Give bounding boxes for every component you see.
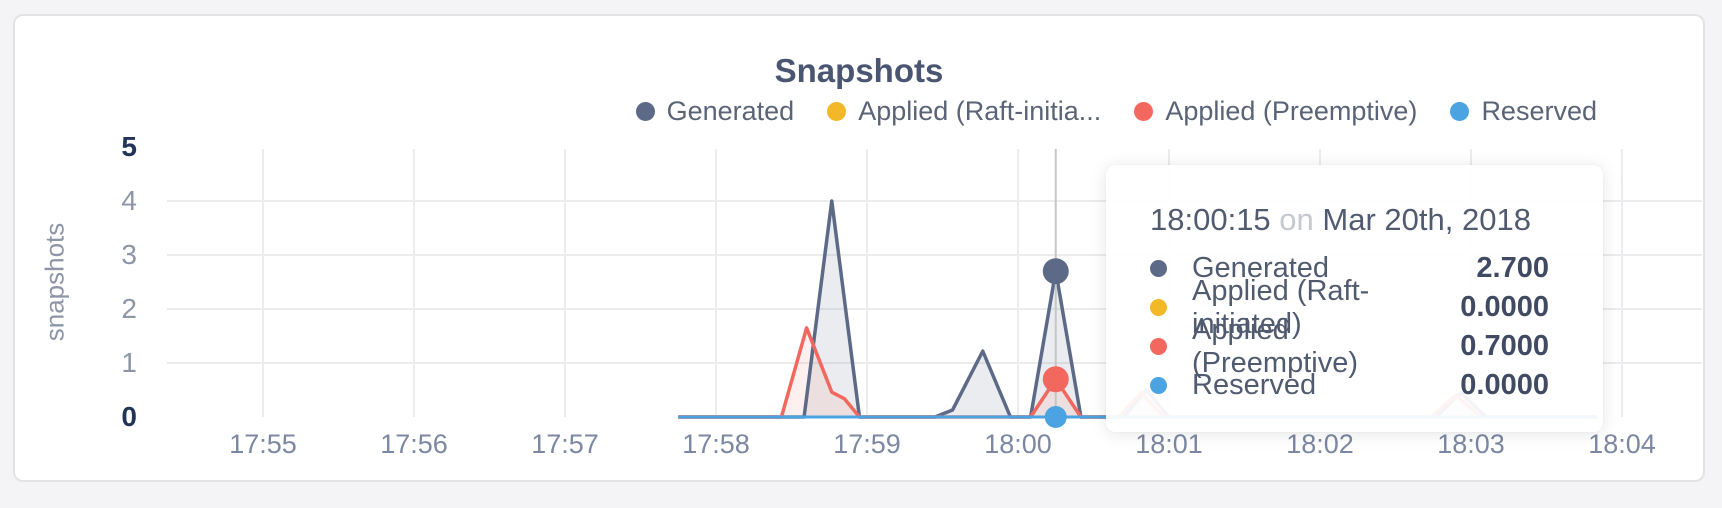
tooltip-row: Generated 2.700	[1150, 249, 1549, 288]
tooltip-on-word: on	[1279, 202, 1314, 237]
legend-dot-icon	[827, 102, 847, 121]
hover-dot-applied-preemptive-	[1042, 366, 1069, 393]
tooltip-series-label: Reserved	[1192, 369, 1317, 401]
y-tick-label: 2	[121, 293, 137, 324]
y-tick-label: 5	[121, 131, 137, 162]
tooltip-series-label: Applied (Raft-initiated)	[1192, 274, 1370, 340]
legend-label: Applied (Raft-initia...	[858, 96, 1102, 126]
hover-dot-reserved	[1044, 406, 1067, 428]
legend: Generated Applied (Raft-initia... Applied …	[635, 96, 1597, 127]
legend-item[interactable]: Applied (Raft-initia...	[827, 96, 1101, 127]
x-tick-label: 18:02	[1286, 429, 1354, 459]
legend-item[interactable]: Reserved	[1450, 96, 1597, 127]
chart-card: Snapshots Generated Applied (Raft-initia.…	[13, 14, 1705, 482]
tooltip-series-dot-icon	[1150, 377, 1167, 394]
tooltip-title: 18:00:15 on Mar 20th, 2018	[1150, 201, 1549, 239]
legend-label: Generated	[666, 96, 795, 126]
y-tick-label: 3	[121, 239, 137, 270]
tooltip-series-value: 0.0000	[1460, 369, 1549, 401]
y-tick-label: 0	[121, 401, 137, 432]
tooltip-series-dot-icon	[1150, 299, 1167, 316]
hover-dot-generated	[1042, 258, 1069, 285]
tooltip-date: Mar 20th, 2018	[1322, 202, 1531, 237]
tooltip-row: Applied (Preemptive) 0.7000	[1150, 314, 1549, 379]
legend-item[interactable]: Generated	[635, 96, 795, 127]
tooltip-series-dot-icon	[1150, 260, 1167, 277]
legend-dot-icon	[635, 102, 655, 121]
tooltip-row: Applied (Raft-initiated) 0.0000	[1150, 275, 1549, 340]
tooltip-series-dot-icon	[1150, 338, 1167, 355]
legend-item[interactable]: Applied (Preemptive)	[1134, 96, 1417, 127]
hover-tooltip: 18:00:15 on Mar 20th, 2018 Generated 2.70…	[1106, 165, 1603, 432]
x-tick-label: 17:55	[229, 429, 297, 459]
legend-dot-icon	[1450, 102, 1470, 121]
y-tick-label: 4	[121, 185, 137, 216]
legend-label: Applied (Preemptive)	[1165, 96, 1418, 126]
tooltip-series-value: 0.0000	[1460, 291, 1549, 323]
legend-dot-icon	[1134, 102, 1154, 121]
tooltip-time: 18:00:15	[1150, 202, 1271, 237]
chart-title: Snapshots	[774, 52, 944, 89]
x-tick-label: 17:59	[833, 429, 901, 459]
y-tick-label: 1	[121, 347, 137, 378]
tooltip-series-value: 0.7000	[1460, 330, 1549, 362]
x-tick-label: 18:03	[1437, 429, 1505, 459]
tooltip-rows: Generated 2.700 Applied (Raft-initiated) 0.…	[1150, 249, 1549, 405]
tooltip-series-value: 2.700	[1476, 252, 1549, 284]
tooltip-series-label: Generated	[1192, 252, 1330, 284]
x-tick-label: 18:01	[1135, 429, 1203, 459]
x-tick-label: 17:58	[682, 429, 750, 459]
x-tick-label: 17:57	[531, 429, 599, 459]
tooltip-row: Reserved 0.0000	[1150, 366, 1549, 405]
legend-label: Reserved	[1481, 96, 1597, 126]
tooltip-series-label: Applied (Preemptive)	[1192, 313, 1358, 379]
x-tick-label: 18:04	[1588, 429, 1656, 459]
x-tick-label: 18:00	[984, 429, 1052, 459]
x-tick-label: 17:56	[380, 429, 448, 459]
